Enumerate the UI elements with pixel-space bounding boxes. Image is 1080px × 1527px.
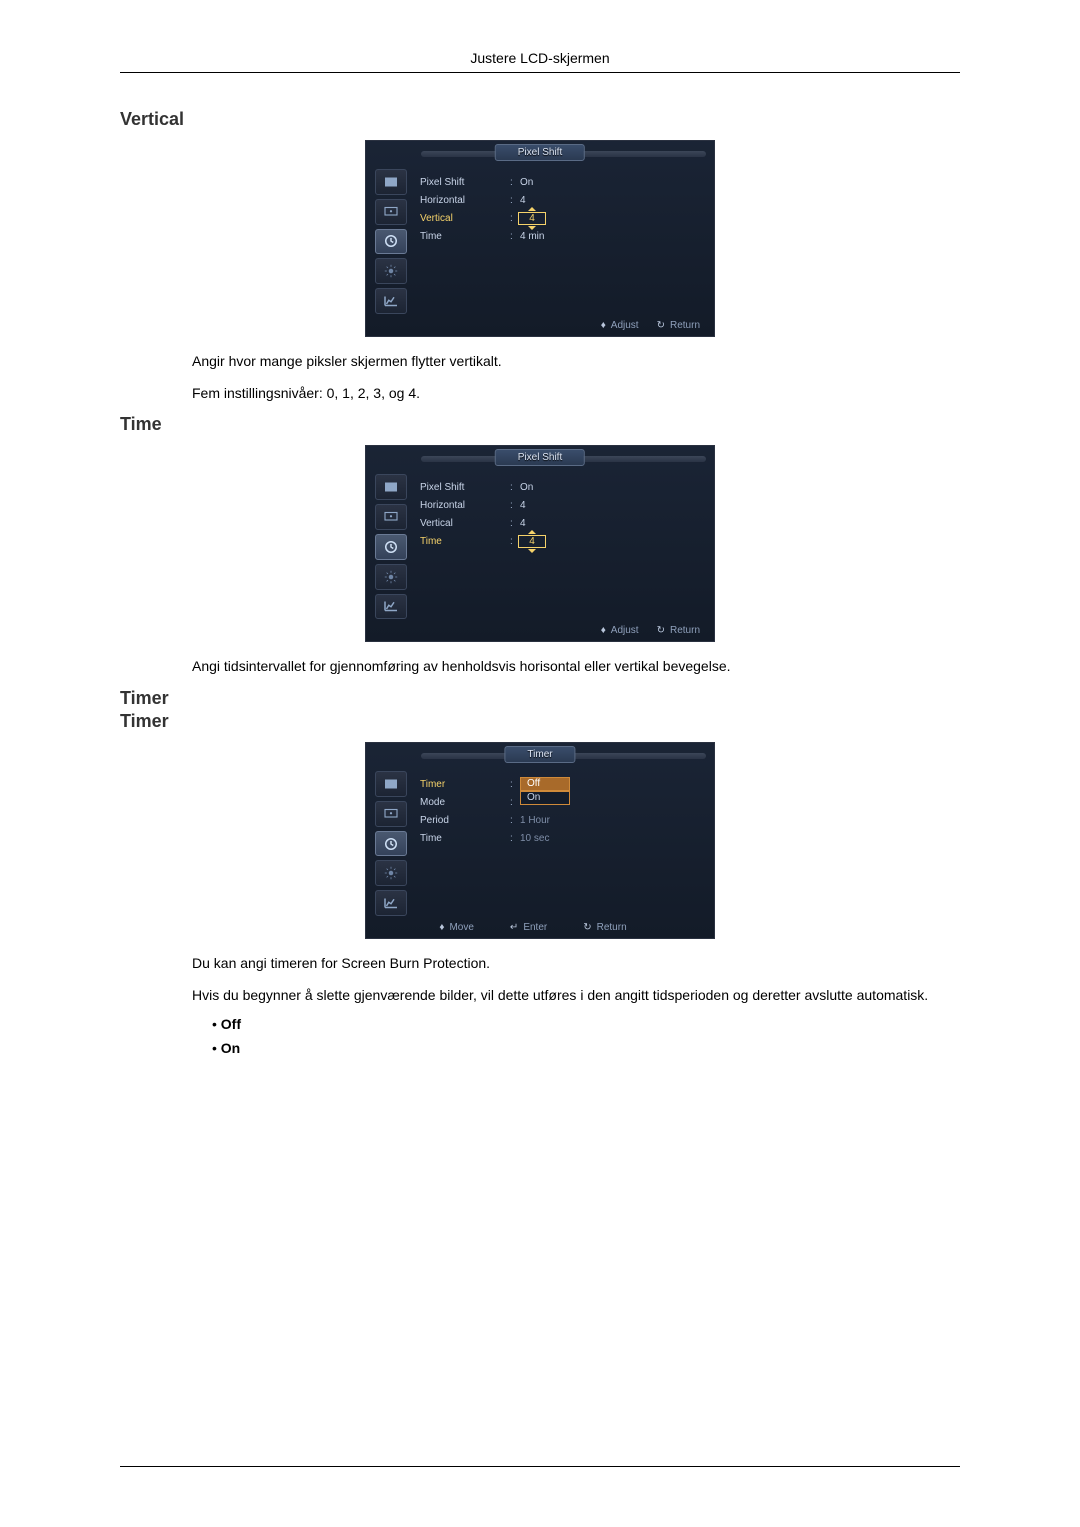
body-text: Du kan angi timeren for Screen Burn Prot… bbox=[192, 953, 960, 1006]
arrow-down-icon bbox=[528, 226, 536, 230]
document-page: Justere LCD-skjermen Vertical Pixel Shif… bbox=[0, 0, 1080, 1124]
body-text: Angi tidsintervallet for gjennomføring a… bbox=[192, 656, 960, 678]
paragraph: Angir hvor mange piksler skjermen flytte… bbox=[192, 351, 960, 373]
hint-return: ↻Return bbox=[657, 320, 700, 331]
hint-enter: ↵Enter bbox=[510, 922, 547, 933]
dropdown-option[interactable]: On bbox=[520, 791, 570, 805]
osd-title: Pixel Shift bbox=[495, 449, 585, 466]
hint-move: ♦Move bbox=[439, 922, 474, 933]
paragraph: Fem instillingsnivåer: 0, 1, 2, 3, og 4. bbox=[192, 383, 960, 405]
paragraph: Angi tidsintervallet for gjennomføring a… bbox=[192, 656, 960, 678]
paragraph: Hvis du begynner å slette gjenværende bi… bbox=[192, 985, 960, 1007]
arrow-down-icon bbox=[528, 549, 536, 553]
osd-titlebar: Timer bbox=[366, 743, 714, 765]
picture-icon bbox=[375, 169, 407, 195]
display-icon bbox=[375, 504, 407, 530]
osd-menu: Pixel Shift:On Horizontal:4 Vertical:4 T… bbox=[416, 468, 714, 619]
osd-row: Vertical:4 bbox=[420, 514, 702, 532]
osd-menu: Timer: Off On Mode: Period:1 Hour Time:1… bbox=[416, 765, 714, 916]
body-text: Angir hvor mange piksler skjermen flytte… bbox=[192, 351, 960, 404]
picture-icon bbox=[375, 771, 407, 797]
settings-icon bbox=[375, 564, 407, 590]
heading-vertical: Vertical bbox=[120, 109, 960, 130]
osd-sidebar bbox=[366, 468, 416, 619]
picture-icon bbox=[375, 474, 407, 500]
osd-panel: Pixel Shift Pixel Shift:On Horizontal:4 … bbox=[365, 140, 715, 337]
osd-sidebar bbox=[366, 765, 416, 916]
list-item: On bbox=[212, 1040, 960, 1056]
spinbox[interactable]: 4 bbox=[518, 207, 546, 230]
heading-time: Time bbox=[120, 414, 960, 435]
clock-icon bbox=[375, 831, 407, 857]
osd-menu: Pixel Shift:On Horizontal:4 Vertical: 4 … bbox=[416, 163, 714, 314]
dropdown[interactable]: Off On bbox=[520, 777, 570, 791]
osd-row-active: Timer: Off On bbox=[420, 775, 702, 793]
osd-panel: Timer Timer: Off On bbox=[365, 742, 715, 939]
heading-timer-1: Timer bbox=[120, 688, 960, 709]
footer-rule bbox=[120, 1466, 960, 1467]
hint-adjust: ♦Adjust bbox=[601, 625, 639, 636]
display-icon bbox=[375, 199, 407, 225]
osd-row: Time:10 sec bbox=[420, 829, 702, 847]
hint-adjust: ♦Adjust bbox=[601, 320, 639, 331]
osd-screenshot-timer: Timer Timer: Off On bbox=[120, 742, 960, 939]
osd-row-active: Time: 4 bbox=[420, 532, 702, 550]
paragraph: Du kan angi timeren for Screen Burn Prot… bbox=[192, 953, 960, 975]
osd-row: Horizontal:4 bbox=[420, 191, 702, 209]
osd-panel: Pixel Shift Pixel Shift:On Horizontal:4 … bbox=[365, 445, 715, 642]
osd-footer: ♦Adjust ↻Return bbox=[366, 619, 714, 641]
osd-row: Time:4 min bbox=[420, 227, 702, 245]
osd-row: Pixel Shift:On bbox=[420, 173, 702, 191]
list-item: Off bbox=[212, 1016, 960, 1032]
option-list: Off On bbox=[212, 1016, 960, 1056]
graph-icon bbox=[375, 594, 407, 620]
hint-return: ↻Return bbox=[657, 625, 700, 636]
osd-row: Horizontal:4 bbox=[420, 496, 702, 514]
arrow-up-icon bbox=[528, 530, 536, 534]
hint-return: ↻Return bbox=[583, 922, 626, 933]
display-icon bbox=[375, 801, 407, 827]
graph-icon bbox=[375, 890, 407, 916]
osd-titlebar: Pixel Shift bbox=[366, 141, 714, 163]
clock-icon bbox=[375, 229, 407, 255]
osd-sidebar bbox=[366, 163, 416, 314]
osd-title: Timer bbox=[504, 746, 575, 763]
settings-icon bbox=[375, 258, 407, 284]
osd-row: Pixel Shift:On bbox=[420, 478, 702, 496]
osd-screenshot-vertical: Pixel Shift Pixel Shift:On Horizontal:4 … bbox=[120, 140, 960, 337]
osd-title: Pixel Shift bbox=[495, 144, 585, 161]
osd-footer: ♦Move ↵Enter ↻Return bbox=[366, 916, 714, 938]
graph-icon bbox=[375, 288, 407, 314]
heading-timer-2: Timer bbox=[120, 711, 960, 732]
arrow-up-icon bbox=[528, 207, 536, 211]
osd-footer: ♦Adjust ↻Return bbox=[366, 314, 714, 336]
osd-titlebar: Pixel Shift bbox=[366, 446, 714, 468]
settings-icon bbox=[375, 860, 407, 886]
clock-icon bbox=[375, 534, 407, 560]
osd-row: Period:1 Hour bbox=[420, 811, 702, 829]
osd-screenshot-time: Pixel Shift Pixel Shift:On Horizontal:4 … bbox=[120, 445, 960, 642]
page-header: Justere LCD-skjermen bbox=[120, 50, 960, 73]
osd-row-active: Vertical: 4 bbox=[420, 209, 702, 227]
spinbox[interactable]: 4 bbox=[518, 530, 546, 553]
